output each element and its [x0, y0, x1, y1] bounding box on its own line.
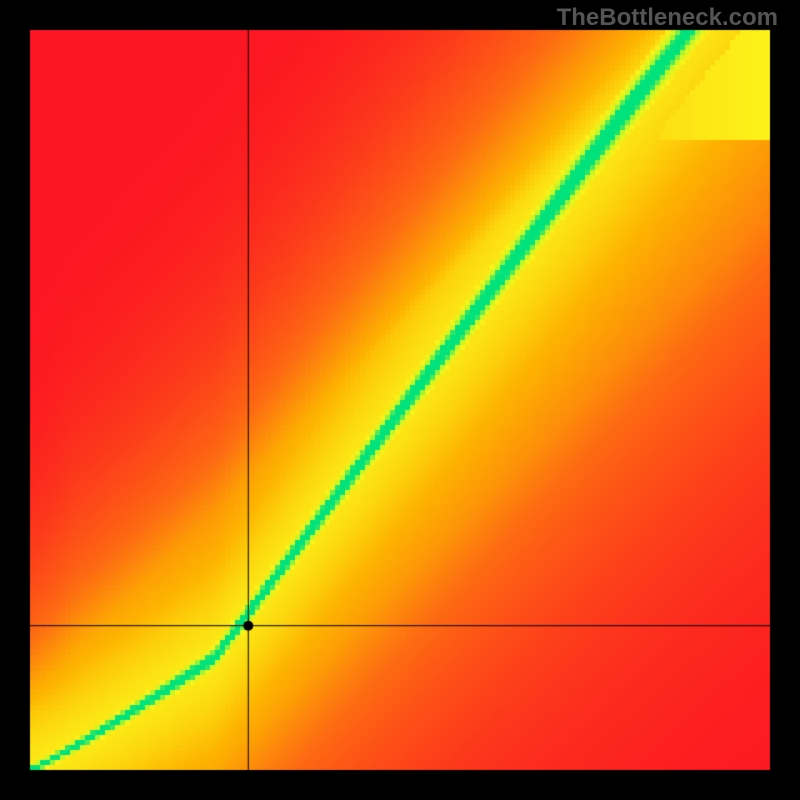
- watermark-text: TheBottleneck.com: [557, 4, 778, 32]
- bottleneck-heatmap: [0, 0, 800, 800]
